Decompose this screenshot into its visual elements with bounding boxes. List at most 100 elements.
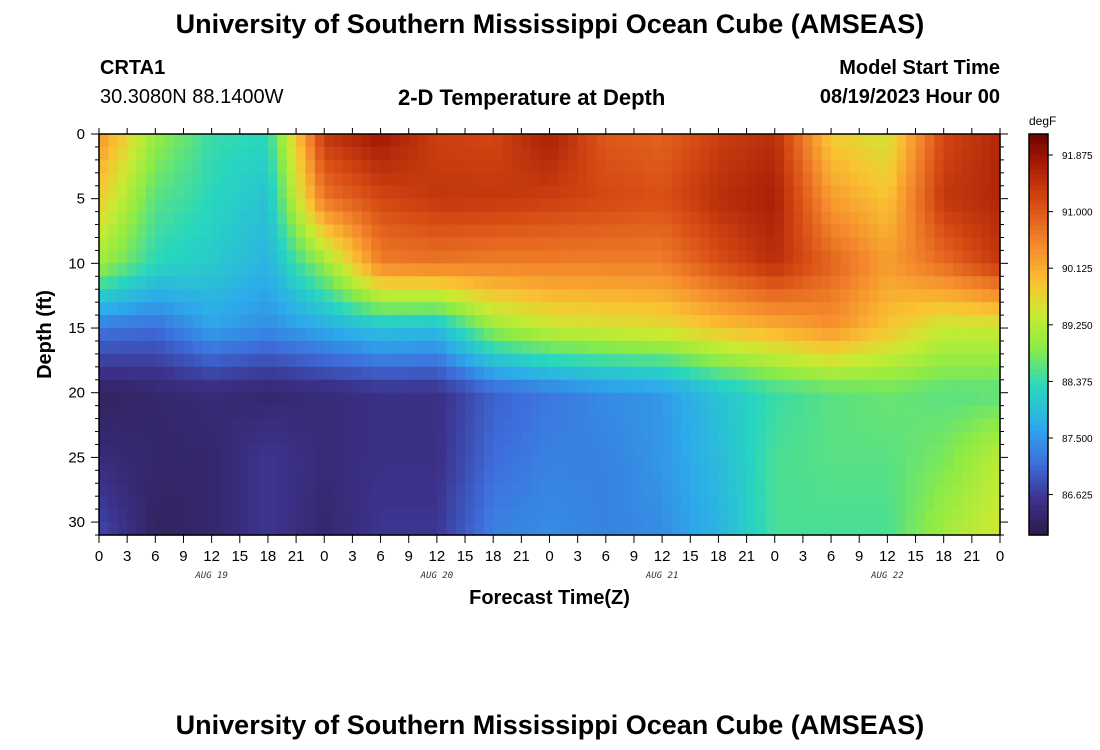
heatmap-cell <box>924 159 935 174</box>
heatmap-cell <box>511 328 522 342</box>
heatmap-cell <box>136 237 147 252</box>
heatmap-cell <box>831 405 842 420</box>
heatmap-cell <box>990 340 1001 355</box>
heatmap-cell <box>746 263 757 277</box>
heatmap-cell <box>615 444 626 458</box>
heatmap-cell <box>568 146 579 161</box>
heatmap-cell <box>605 418 616 433</box>
heatmap-cell <box>549 470 560 484</box>
heatmap-cell <box>239 276 250 290</box>
heatmap-cell <box>737 418 748 433</box>
heatmap-cell <box>755 353 766 368</box>
heatmap-cell <box>455 172 466 187</box>
heatmap-cell <box>352 289 363 303</box>
heatmap-cell <box>352 457 363 471</box>
heatmap-cell <box>483 134 494 148</box>
heatmap-cell <box>249 146 260 161</box>
heatmap-cell <box>906 198 917 213</box>
colorbar-segment <box>1029 379 1048 386</box>
heatmap-cell <box>455 159 466 174</box>
heatmap-cell <box>399 483 410 497</box>
heatmap-cell <box>136 146 147 161</box>
heatmap-cell <box>380 172 391 187</box>
heatmap-cell <box>446 340 457 355</box>
heatmap-cell <box>324 250 335 264</box>
heatmap-cell <box>793 146 804 161</box>
heatmap-cell <box>361 496 372 510</box>
heatmap-cell <box>249 328 260 342</box>
heatmap-cell <box>924 340 935 355</box>
heatmap-cell <box>587 392 598 407</box>
heatmap-cell <box>136 496 147 510</box>
heatmap-cell <box>624 250 635 264</box>
heatmap-cell <box>511 496 522 510</box>
heatmap-cell <box>652 470 663 484</box>
heatmap-cell <box>483 457 494 471</box>
heatmap-cell <box>690 250 701 264</box>
heatmap-cell <box>831 457 842 471</box>
heatmap-cell <box>521 392 532 407</box>
heatmap-cell <box>971 159 982 174</box>
heatmap-cell <box>558 185 569 200</box>
heatmap-cell <box>802 185 813 200</box>
heatmap-cell <box>840 379 851 394</box>
heatmap-cell <box>540 198 551 213</box>
heatmap-cell <box>230 379 241 394</box>
heatmap-cell <box>643 457 654 471</box>
heatmap-cell <box>859 509 870 523</box>
heatmap-cell <box>568 457 579 471</box>
heatmap-cell <box>755 134 766 148</box>
heatmap-cell <box>915 172 926 187</box>
heatmap-cell <box>314 444 325 458</box>
heatmap-cell <box>183 198 194 213</box>
heatmap-cell <box>446 431 457 446</box>
heatmap-cell <box>436 289 447 303</box>
heatmap-cell <box>746 185 757 200</box>
heatmap-cell <box>333 146 344 161</box>
heatmap-cell <box>784 198 795 213</box>
heatmap-cell <box>633 159 644 174</box>
heatmap-cell <box>343 340 354 355</box>
heatmap-cell <box>868 146 879 161</box>
heatmap-cell <box>361 172 372 187</box>
heatmap-cell <box>558 431 569 446</box>
heatmap-cell <box>211 483 222 497</box>
heatmap-cell <box>296 405 307 420</box>
heatmap-cell <box>643 328 654 342</box>
colorbar-tick-label: 89.250 <box>1062 321 1093 332</box>
heatmap-cell <box>568 340 579 355</box>
heatmap-cell <box>305 211 316 226</box>
heatmap-cell <box>418 315 429 329</box>
heatmap-cell <box>558 172 569 187</box>
heatmap-cell <box>361 328 372 342</box>
heatmap-cell <box>605 431 616 446</box>
heatmap-cell <box>455 328 466 342</box>
colorbar-segment <box>1029 399 1048 406</box>
heatmap-cell <box>324 185 335 200</box>
heatmap-cell <box>709 431 720 446</box>
colorbar-segment <box>1029 204 1048 210</box>
heatmap-cell <box>530 289 541 303</box>
heatmap-cell <box>924 315 935 329</box>
heatmap-cell <box>849 289 860 303</box>
heatmap-cell <box>887 496 898 510</box>
heatmap-cell <box>587 134 598 148</box>
heatmap-cell <box>990 457 1001 471</box>
heatmap-cell <box>812 159 823 174</box>
heatmap-cell <box>587 418 598 433</box>
heatmap-cell <box>605 522 616 536</box>
heatmap-cell <box>727 340 738 355</box>
colorbar-segment <box>1029 404 1048 411</box>
heatmap-cell <box>765 483 776 497</box>
heatmap-cell <box>633 405 644 420</box>
heatmap-cell <box>155 250 166 264</box>
heatmap-cell <box>680 431 691 446</box>
heatmap-cell <box>690 353 701 368</box>
heatmap-cell <box>981 340 992 355</box>
heatmap-cell <box>802 340 813 355</box>
heatmap-cell <box>671 405 682 420</box>
heatmap-cell <box>314 392 325 407</box>
heatmap-cell <box>859 418 870 433</box>
heatmap-cell <box>962 134 973 148</box>
heatmap-cell <box>577 159 588 174</box>
